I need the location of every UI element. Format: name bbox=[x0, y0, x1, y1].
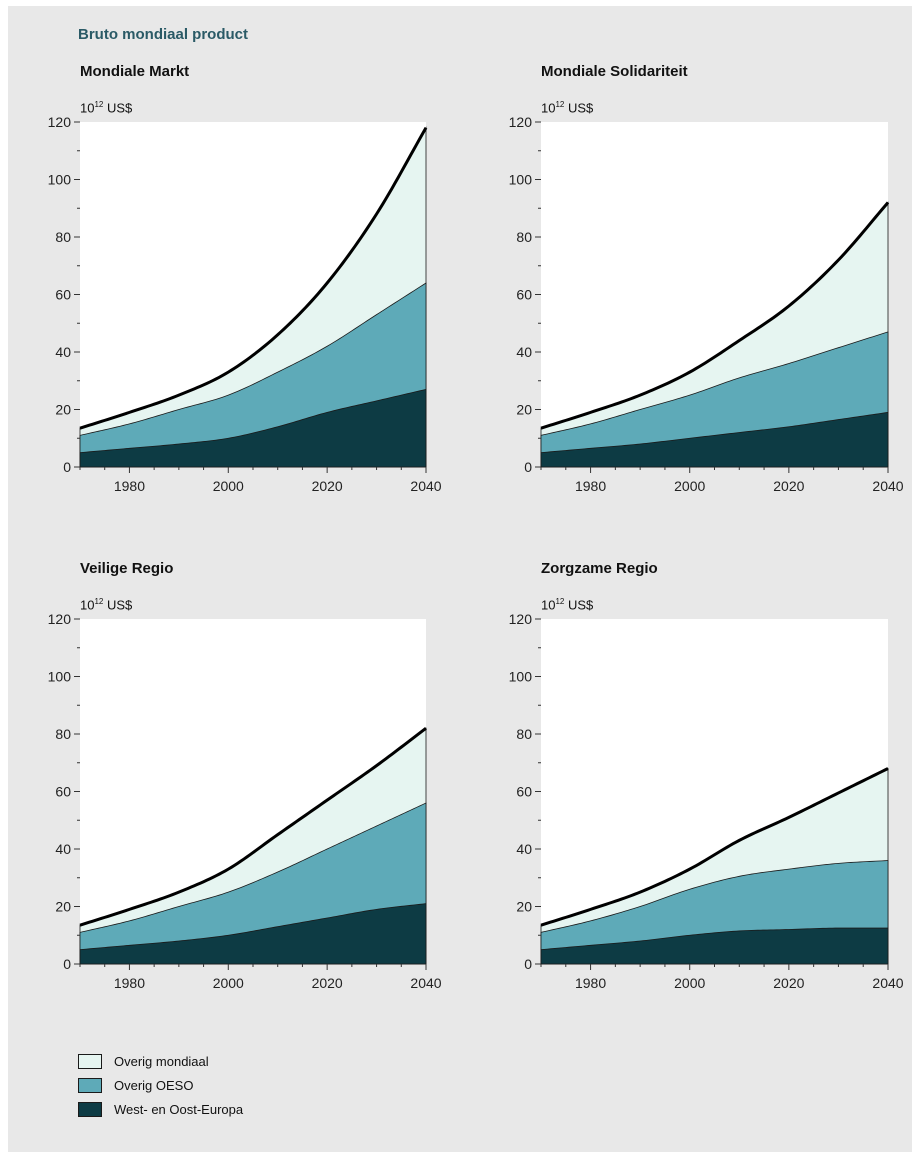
y-tick-label: 100 bbox=[509, 669, 533, 685]
legend-label: West- en Oost-Europa bbox=[114, 1102, 244, 1117]
unit-label: 1012 US$ bbox=[541, 597, 594, 613]
y-tick-label: 120 bbox=[509, 611, 533, 627]
y-tick-label: 120 bbox=[509, 114, 533, 130]
y-tick-label: 40 bbox=[516, 344, 532, 360]
x-tick-label: 1980 bbox=[114, 478, 145, 494]
y-tick-label: 0 bbox=[524, 956, 532, 972]
x-tick-label: 2020 bbox=[312, 478, 343, 494]
x-tick-label: 2000 bbox=[674, 975, 705, 991]
y-tick-label: 60 bbox=[55, 784, 71, 800]
legend-label: Overig OESO bbox=[114, 1078, 194, 1093]
area-west-en-oost-europa bbox=[540, 411, 889, 468]
y-tick-label: 0 bbox=[63, 956, 71, 972]
unit-label: 1012 US$ bbox=[80, 597, 133, 613]
y-tick-label: 120 bbox=[48, 611, 72, 627]
x-tick-label: 2020 bbox=[773, 975, 804, 991]
x-tick-label: 2020 bbox=[312, 975, 343, 991]
legend-item-west-en-oost-europa: West- en Oost-Europa bbox=[78, 1100, 338, 1120]
total-line bbox=[540, 201, 890, 430]
area-west-en-oost-europa bbox=[79, 388, 427, 468]
y-tick-label: 20 bbox=[516, 899, 532, 915]
y-tick-label: 80 bbox=[55, 726, 71, 742]
legend-swatch-overig-mondiaal bbox=[78, 1054, 102, 1069]
y-tick-label: 100 bbox=[48, 172, 72, 188]
area-west-en-oost-europa bbox=[79, 903, 427, 965]
chart-title-zorgzame-regio: Zorgzame Regio bbox=[541, 560, 658, 577]
x-tick-label: 2020 bbox=[773, 478, 804, 494]
y-tick-label: 120 bbox=[48, 114, 72, 130]
legend-item-overig-mondiaal: Overig mondiaal bbox=[78, 1052, 338, 1072]
y-tick-label: 80 bbox=[516, 229, 532, 245]
x-tick-label: 2000 bbox=[674, 478, 705, 494]
y-tick-label: 0 bbox=[524, 459, 532, 475]
y-tick-label: 100 bbox=[509, 172, 533, 188]
y-tick-label: 80 bbox=[516, 726, 532, 742]
unit-label: 1012 US$ bbox=[80, 100, 133, 116]
y-tick-label: 60 bbox=[516, 287, 532, 303]
legend-swatch-overig-oeso bbox=[78, 1078, 102, 1093]
y-tick-label: 60 bbox=[516, 784, 532, 800]
y-tick-label: 40 bbox=[55, 841, 71, 857]
y-tick-label: 40 bbox=[55, 344, 71, 360]
chart-title-mondiale-solidariteit: Mondiale Solidariteit bbox=[541, 63, 688, 80]
x-tick-label: 1980 bbox=[114, 975, 145, 991]
x-tick-label: 2040 bbox=[410, 975, 441, 991]
y-tick-label: 100 bbox=[48, 669, 72, 685]
x-tick-label: 2040 bbox=[872, 975, 903, 991]
legend-label: Overig mondiaal bbox=[114, 1054, 209, 1069]
figure-heading: Bruto mondiaal product bbox=[78, 26, 248, 43]
total-line bbox=[79, 127, 428, 430]
y-tick-label: 0 bbox=[63, 459, 71, 475]
y-tick-label: 20 bbox=[55, 899, 71, 915]
unit-label: 1012 US$ bbox=[541, 100, 594, 116]
chart-title-veilige-regio: Veilige Regio bbox=[80, 560, 174, 577]
x-tick-label: 2040 bbox=[872, 478, 903, 494]
y-tick-label: 60 bbox=[55, 287, 71, 303]
y-tick-label: 20 bbox=[55, 402, 71, 418]
legend-swatch-west-en-oost-europa bbox=[78, 1102, 102, 1117]
x-tick-label: 2000 bbox=[213, 975, 244, 991]
y-tick-label: 20 bbox=[516, 402, 532, 418]
y-tick-label: 80 bbox=[55, 229, 71, 245]
x-tick-label: 1980 bbox=[575, 975, 606, 991]
x-tick-label: 2000 bbox=[213, 478, 244, 494]
legend-item-overig-oeso: Overig OESO bbox=[78, 1076, 338, 1096]
total-line bbox=[79, 727, 427, 927]
x-tick-label: 1980 bbox=[575, 478, 606, 494]
y-tick-label: 40 bbox=[516, 841, 532, 857]
chart-title-mondiale-markt: Mondiale Markt bbox=[80, 63, 190, 80]
area-west-en-oost-europa bbox=[540, 927, 889, 965]
total-line bbox=[540, 767, 889, 927]
x-tick-label: 2040 bbox=[410, 478, 441, 494]
